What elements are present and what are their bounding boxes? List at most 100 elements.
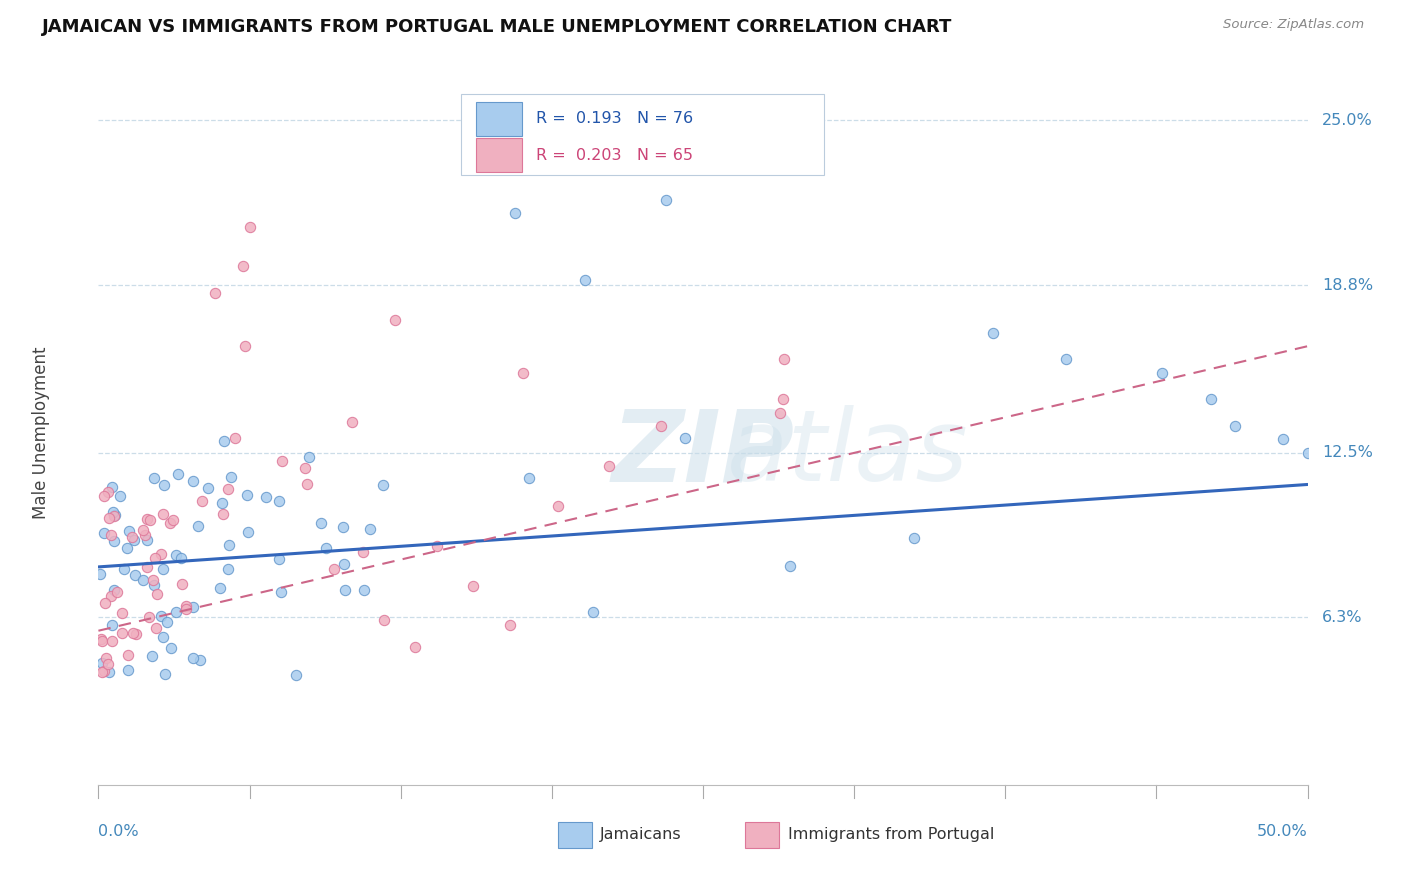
Point	[1223, 419, 1246, 434]
Point	[294, 461, 316, 475]
Point	[773, 352, 796, 367]
Point	[118, 524, 141, 538]
Point	[121, 530, 143, 544]
Point	[138, 609, 160, 624]
Point	[463, 578, 485, 592]
Point	[165, 605, 187, 619]
Point	[150, 547, 173, 561]
Point	[143, 471, 166, 485]
Text: 6.3%: 6.3%	[1322, 610, 1362, 625]
Point	[156, 615, 179, 630]
Point	[359, 522, 381, 536]
Point	[111, 625, 134, 640]
Point	[352, 544, 374, 558]
Point	[103, 583, 125, 598]
Point	[101, 480, 124, 494]
Point	[197, 481, 219, 495]
Point	[582, 605, 605, 619]
Point	[152, 562, 174, 576]
Point	[284, 668, 307, 682]
Text: Immigrants from Portugal: Immigrants from Portugal	[787, 828, 994, 842]
Point	[547, 499, 569, 513]
Point	[332, 557, 354, 571]
Point	[214, 434, 236, 448]
Point	[254, 490, 277, 504]
Point	[103, 508, 125, 523]
Point	[218, 538, 240, 552]
Point	[270, 454, 292, 468]
Point	[650, 419, 672, 434]
Point	[232, 260, 254, 274]
Point	[772, 392, 794, 407]
Point	[100, 527, 122, 541]
Point	[141, 648, 163, 663]
Point	[404, 640, 426, 655]
Point	[309, 516, 332, 531]
Point	[167, 467, 190, 482]
Point	[219, 469, 242, 483]
Point	[152, 508, 174, 522]
Point	[97, 657, 120, 671]
Point	[101, 618, 124, 632]
Point	[673, 431, 696, 445]
Point	[149, 609, 172, 624]
Point	[122, 626, 145, 640]
Point	[162, 513, 184, 527]
Point	[103, 533, 125, 548]
Point	[236, 488, 259, 502]
Point	[115, 541, 138, 555]
Point	[353, 583, 375, 598]
Point	[124, 533, 146, 548]
Point	[153, 478, 176, 492]
Point	[512, 366, 534, 380]
FancyBboxPatch shape	[475, 138, 522, 172]
Point	[1296, 445, 1319, 459]
FancyBboxPatch shape	[745, 822, 779, 848]
Point	[91, 657, 114, 671]
Point	[165, 548, 187, 562]
Text: atlas: atlas	[727, 405, 969, 502]
Point	[209, 581, 232, 595]
Point	[233, 339, 256, 353]
Point	[145, 551, 167, 566]
Point	[170, 577, 193, 591]
Point	[94, 595, 117, 609]
Point	[371, 478, 394, 492]
Text: 12.5%: 12.5%	[1322, 445, 1374, 460]
Text: JAMAICAN VS IMMIGRANTS FROM PORTUGAL MALE UNEMPLOYMENT CORRELATION CHART: JAMAICAN VS IMMIGRANTS FROM PORTUGAL MAL…	[42, 18, 952, 36]
Point	[298, 450, 321, 465]
Point	[384, 312, 406, 326]
Point	[135, 533, 157, 547]
Point	[134, 527, 156, 541]
Point	[373, 613, 395, 627]
Point	[217, 482, 239, 496]
Point	[136, 512, 159, 526]
Point	[174, 599, 197, 614]
Point	[183, 475, 205, 489]
FancyBboxPatch shape	[461, 95, 824, 176]
Text: Male Unemployment: Male Unemployment	[32, 346, 51, 519]
Point	[93, 664, 115, 678]
Point	[111, 607, 134, 621]
Point	[267, 494, 290, 508]
Text: 0.0%: 0.0%	[98, 823, 139, 838]
Point	[125, 627, 148, 641]
Point	[224, 431, 246, 445]
Point	[181, 600, 204, 615]
Point	[110, 489, 132, 503]
Point	[91, 665, 114, 679]
Text: ZIP: ZIP	[612, 405, 794, 502]
Text: R =  0.203   N = 65: R = 0.203 N = 65	[536, 148, 693, 162]
Point	[89, 567, 111, 582]
Point	[112, 562, 135, 576]
Text: R =  0.193   N = 76: R = 0.193 N = 76	[536, 112, 693, 126]
Point	[90, 632, 112, 647]
Point	[598, 458, 620, 473]
Point	[100, 589, 122, 603]
Point	[236, 524, 259, 539]
Point	[270, 585, 292, 599]
Point	[267, 552, 290, 566]
Point	[135, 559, 157, 574]
Point	[190, 653, 212, 667]
Point	[426, 539, 449, 553]
